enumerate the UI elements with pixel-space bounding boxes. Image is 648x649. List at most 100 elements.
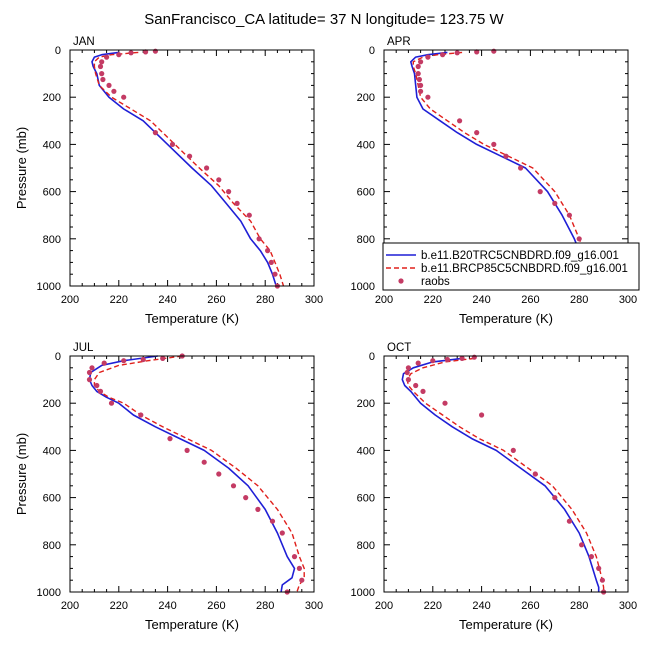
raobs-point [111,88,117,94]
raobs-point [474,130,480,136]
y-tick-label: 200 [43,92,61,104]
raobs-point [296,565,302,572]
y-tick-label: 0 [369,45,375,57]
raobs-point [599,577,606,583]
panel-label: JUL [73,342,94,354]
raobs-point [216,177,222,183]
plot-frame [69,49,315,287]
raobs-point [566,518,573,524]
x-tick-label: 200 [61,294,79,306]
y-tick-label: 400 [357,445,375,457]
y-tick-label: 400 [43,445,61,457]
raobs-point [246,212,252,218]
raobs-point [234,200,240,206]
y-tick-label: 800 [43,540,61,552]
raobs-point [420,388,426,394]
raobs-point [160,355,166,361]
raobs-point [415,360,421,366]
panel-jan: 200 220 240 260 280 300 0 200 400 600 800 1000 JAN Te… [14,36,323,326]
figure-title: SanFrancisco_CA latitude= 37 N longitude… [144,11,504,28]
raobs-point [440,52,446,58]
x-axis-title: Temperature (K) [145,311,239,326]
raobs-point [116,52,122,58]
raobs-point [566,212,573,218]
raobs-point [442,400,448,406]
y-tick-label: 400 [357,139,375,151]
x-tick-label: 260 [207,600,225,612]
x-tick-label: 260 [521,294,539,306]
panels: 200 220 240 260 280 300 0 200 400 600 800 1000 JAN Te… [14,36,637,632]
raobs-point [201,459,207,465]
raobs-point [152,130,158,136]
raobs-point [596,565,602,572]
x-tick-label: 260 [207,294,225,306]
y-tick-label: 800 [43,234,61,246]
raobs-point [86,377,93,383]
raobs-point [471,354,477,360]
raobs-points [404,354,607,595]
legend-label-model-rcp85: b.e11.BRCP85C5CNBDRD.f09_g16.001 [421,263,628,275]
plot-frame [383,355,629,593]
raobs-point [256,236,262,242]
x-tick-label: 200 [375,294,393,306]
raobs-point [121,358,127,364]
x-tick-label: 240 [158,294,176,306]
raobs-point [187,153,193,159]
raobs-point [230,483,237,489]
y-tick-label: 600 [43,187,61,199]
raobs-point [503,153,509,159]
raobs-point [444,356,450,363]
raobs-point [97,63,104,70]
x-tick-label: 300 [619,294,637,306]
x-tick-label: 280 [256,600,274,612]
raobs-point [167,436,173,442]
raobs-point [510,447,516,453]
axis-ticks-jul [69,355,315,593]
series-line-historical [91,51,277,287]
x-tick-label: 240 [472,294,490,306]
raobs-point [268,259,274,265]
raobs-point [94,382,100,389]
raobs-point [418,88,424,94]
series-line-historical [88,355,296,593]
raobs-point [416,76,422,83]
legend-label-raobs: raobs [421,276,450,288]
raobs-point [204,165,210,171]
raobs-point [97,388,104,394]
panel-label: OCT [387,342,411,354]
series-line-rcp85 [406,357,605,592]
raobs-point [491,141,497,147]
raobs-point [405,377,411,383]
raobs-point [104,54,110,60]
raobs-point [579,542,585,548]
raobs-point [216,471,222,477]
y-tick-label: 1000 [37,281,61,293]
raobs-point [255,506,261,512]
y-tick-label: 0 [369,351,375,363]
panel-oct: 200 220 240 260 280 300 0 200 400 600 800 1000 OCT Te… [351,342,638,632]
panel-label: APR [387,36,411,48]
series-line-historical [409,51,594,287]
raobs-point [479,412,485,418]
raobs-point [226,189,232,195]
y-tick-label: 800 [357,234,375,246]
x-tick-label: 220 [110,294,128,306]
y-tick-label: 0 [55,351,61,363]
raobs-point [291,554,298,560]
series-line-rcp85 [93,355,305,593]
legend-box [382,242,640,291]
y-tick-label: 1000 [37,587,61,599]
raobs-points [86,353,305,595]
x-tick-label: 220 [110,600,128,612]
panel-label: JAN [73,36,95,48]
y-tick-label: 1000 [351,587,375,599]
raobs-point [537,189,543,195]
y-tick-label: 200 [357,398,375,410]
raobs-points [97,48,280,289]
raobs-point [272,271,278,277]
raobs-point [108,400,115,406]
raobs-point [169,141,176,147]
raobs-point [532,471,538,477]
raobs-point [243,495,249,501]
